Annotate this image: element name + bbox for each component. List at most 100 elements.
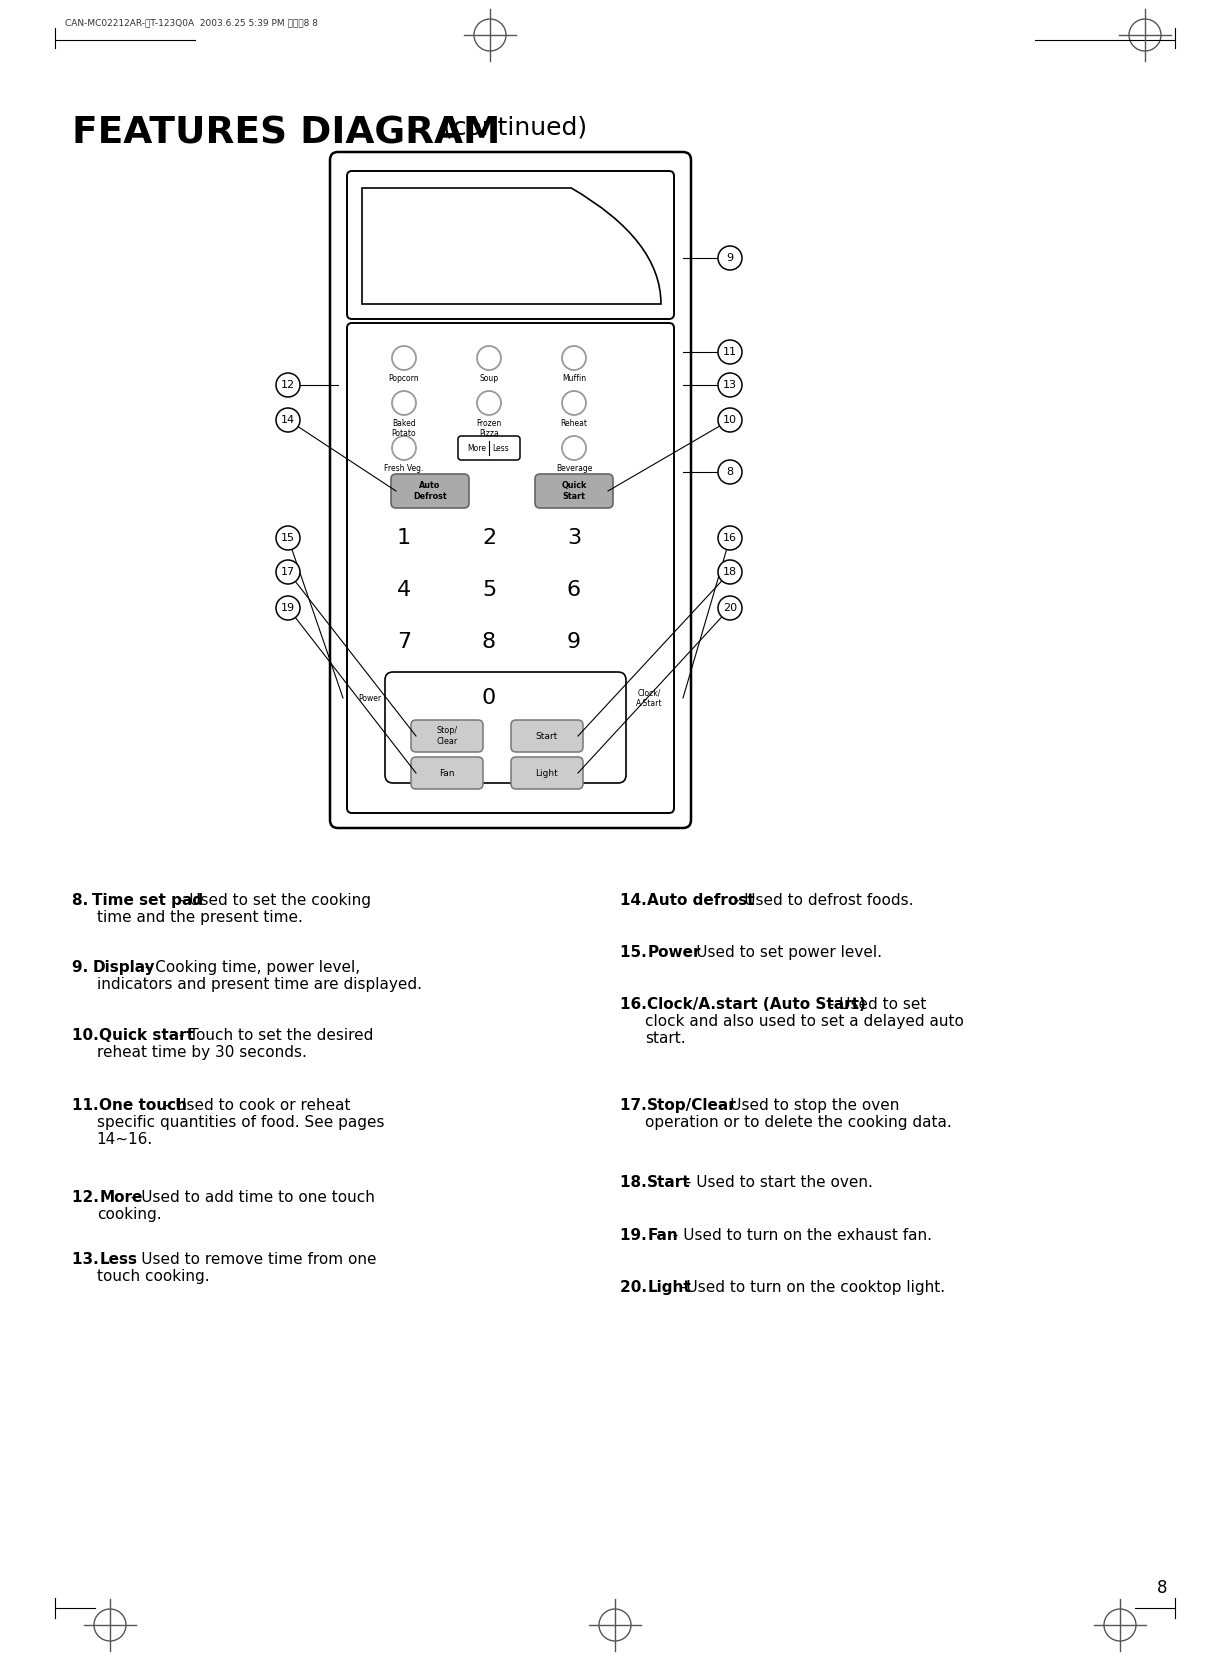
Text: reheat time by 30 seconds.: reheat time by 30 seconds.	[97, 1046, 307, 1061]
Circle shape	[277, 559, 300, 584]
Text: Display: Display	[92, 959, 155, 974]
Circle shape	[718, 340, 742, 364]
Text: 2: 2	[482, 528, 497, 548]
Text: 9.: 9.	[73, 959, 93, 974]
Text: 10.: 10.	[73, 1028, 104, 1042]
Text: operation or to delete the cooking data.: operation or to delete the cooking data.	[645, 1116, 951, 1130]
Text: Muffin: Muffin	[562, 374, 586, 383]
Text: 15: 15	[281, 533, 295, 543]
Text: 12.: 12.	[73, 1190, 104, 1205]
FancyBboxPatch shape	[458, 437, 520, 460]
Text: Light: Light	[536, 769, 558, 777]
Text: 14~16.: 14~16.	[97, 1132, 154, 1147]
Text: 17: 17	[281, 568, 295, 578]
Text: Stop/
Clear: Stop/ Clear	[436, 727, 457, 745]
Text: 4: 4	[397, 579, 410, 599]
Circle shape	[718, 408, 742, 432]
FancyBboxPatch shape	[347, 171, 673, 319]
Text: 17.: 17.	[619, 1097, 653, 1112]
Text: 8: 8	[726, 466, 734, 476]
Text: - Used to remove time from one: - Used to remove time from one	[127, 1252, 377, 1267]
Text: - Used to set power level.: - Used to set power level.	[681, 945, 882, 959]
Text: 8: 8	[482, 632, 497, 652]
Text: 16.: 16.	[619, 998, 653, 1013]
Text: More: More	[467, 443, 485, 453]
Circle shape	[277, 408, 300, 432]
Text: 5: 5	[482, 579, 497, 599]
Text: 15.: 15.	[619, 945, 653, 959]
Text: time and the present time.: time and the present time.	[97, 910, 302, 925]
Text: 11.: 11.	[73, 1097, 104, 1112]
FancyBboxPatch shape	[331, 153, 691, 828]
Text: 18: 18	[723, 568, 737, 578]
Text: cooking.: cooking.	[97, 1207, 161, 1222]
Text: Light: Light	[648, 1280, 691, 1295]
Circle shape	[277, 374, 300, 397]
Text: - Touch to set the desired: - Touch to set the desired	[175, 1028, 374, 1042]
Text: 13: 13	[723, 380, 737, 390]
Text: - Used to set: - Used to set	[823, 998, 927, 1013]
Circle shape	[718, 596, 742, 619]
FancyBboxPatch shape	[535, 475, 613, 508]
Text: Auto defrost: Auto defrost	[648, 893, 755, 908]
Text: 9: 9	[567, 632, 581, 652]
Text: 14: 14	[281, 415, 295, 425]
Text: Start: Start	[648, 1175, 691, 1190]
Text: - Used to cook or reheat: - Used to cook or reheat	[161, 1097, 351, 1112]
Text: Less: Less	[492, 443, 509, 453]
Text: - Used to start the oven.: - Used to start the oven.	[681, 1175, 873, 1190]
Text: Soup: Soup	[479, 374, 499, 383]
Text: 20.: 20.	[619, 1280, 653, 1295]
Text: 7: 7	[397, 632, 410, 652]
FancyBboxPatch shape	[410, 757, 483, 788]
Circle shape	[718, 559, 742, 584]
Text: Start: Start	[536, 732, 558, 740]
Text: Auto
Defrost: Auto Defrost	[413, 481, 447, 501]
FancyBboxPatch shape	[347, 324, 673, 813]
Text: Quick
Start: Quick Start	[562, 481, 586, 501]
Text: 3: 3	[567, 528, 581, 548]
FancyBboxPatch shape	[410, 720, 483, 752]
Text: - Used to stop the oven: - Used to stop the oven	[715, 1097, 900, 1112]
Text: indicators and present time are displayed.: indicators and present time are displaye…	[97, 978, 422, 993]
Text: Popcorn: Popcorn	[388, 374, 419, 383]
Text: 14.: 14.	[619, 893, 653, 908]
Text: Clock/
A.Start: Clock/ A.Start	[635, 689, 662, 707]
FancyBboxPatch shape	[385, 672, 626, 784]
Text: clock and also used to set a delayed auto: clock and also used to set a delayed aut…	[645, 1014, 964, 1029]
Text: Fan: Fan	[648, 1228, 678, 1243]
Text: Time set pad: Time set pad	[92, 893, 204, 908]
Text: - Cooking time, power level,: - Cooking time, power level,	[140, 959, 360, 974]
Text: Power: Power	[359, 694, 381, 702]
Text: 6: 6	[567, 579, 581, 599]
Text: Fan: Fan	[439, 769, 455, 777]
Text: Quick start: Quick start	[100, 1028, 194, 1042]
Text: - Used to defrost foods.: - Used to defrost foods.	[729, 893, 913, 908]
Text: Reheat: Reheat	[560, 418, 587, 428]
Text: 11: 11	[723, 347, 737, 357]
PathPatch shape	[363, 188, 661, 304]
Text: 19.: 19.	[619, 1228, 653, 1243]
Text: -Used to turn on the cooktop light.: -Used to turn on the cooktop light.	[681, 1280, 945, 1295]
Text: Frozen
Pizza: Frozen Pizza	[477, 418, 501, 438]
Text: More: More	[100, 1190, 143, 1205]
FancyBboxPatch shape	[511, 757, 583, 788]
Circle shape	[277, 596, 300, 619]
Text: Baked
Potato: Baked Potato	[392, 418, 417, 438]
Text: - Used to add time to one touch: - Used to add time to one touch	[127, 1190, 375, 1205]
Text: 20: 20	[723, 603, 737, 613]
Text: - Used to turn on the exhaust fan.: - Used to turn on the exhaust fan.	[667, 1228, 932, 1243]
Circle shape	[718, 374, 742, 397]
FancyBboxPatch shape	[391, 475, 469, 508]
Text: 10: 10	[723, 415, 737, 425]
Text: Clock/A.start (Auto Start): Clock/A.start (Auto Start)	[648, 998, 866, 1013]
Text: Fresh Veg.: Fresh Veg.	[385, 465, 424, 473]
Text: 13.: 13.	[73, 1252, 104, 1267]
Text: 16: 16	[723, 533, 737, 543]
FancyBboxPatch shape	[511, 720, 583, 752]
Text: One touch: One touch	[100, 1097, 187, 1112]
Text: 9: 9	[726, 252, 734, 262]
Text: Less: Less	[100, 1252, 138, 1267]
Text: Stop/Clear: Stop/Clear	[648, 1097, 737, 1112]
Text: specific quantities of food. See pages: specific quantities of food. See pages	[97, 1116, 385, 1130]
